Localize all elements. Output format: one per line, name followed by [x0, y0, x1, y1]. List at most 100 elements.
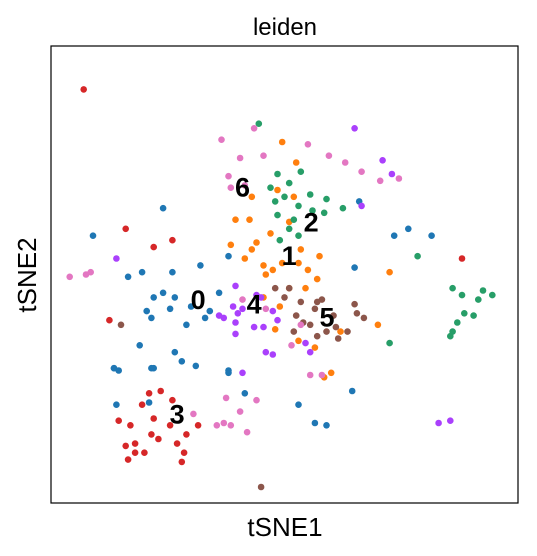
cluster-2-point: [290, 216, 298, 223]
cluster-1-point: [278, 259, 286, 267]
cluster-4-point: [351, 125, 358, 132]
cluster-labels-layer: 0 12 3 4 5 6: [170, 173, 335, 430]
cluster-5-point: [351, 300, 358, 308]
cluster-5-point: [281, 294, 288, 301]
cluster-0-point: [150, 294, 157, 301]
cluster-0-point: [201, 314, 209, 322]
cluster-0-point: [148, 314, 155, 322]
cluster-label-1: 1: [282, 241, 297, 271]
cluster-4-point: [358, 202, 365, 210]
cluster-6-point: [341, 159, 349, 166]
cluster-1-point: [276, 303, 284, 310]
y-axis-label: tSNE2: [12, 237, 42, 312]
cluster-label-5: 5: [319, 302, 334, 332]
cluster-6-point: [243, 428, 251, 436]
cluster-3-point: [122, 225, 129, 233]
cluster-5-point: [311, 305, 319, 313]
cluster-2-point: [320, 209, 328, 217]
cluster-1-point: [269, 266, 277, 274]
cluster-4-point: [239, 305, 246, 313]
cluster-4-point: [260, 323, 267, 331]
cluster-4-point: [274, 316, 281, 324]
cluster-1-point: [374, 321, 382, 329]
cluster-2-point: [414, 252, 421, 260]
cluster-5-point: [285, 284, 293, 292]
cluster-1-point: [253, 239, 260, 246]
cluster-2-point: [295, 232, 302, 239]
cluster-0-point: [171, 348, 179, 356]
cluster-0-point: [166, 305, 174, 313]
cluster-2-point: [276, 236, 284, 244]
cluster-3-point: [183, 431, 190, 438]
cluster-2-point: [274, 170, 281, 178]
cluster-2-point: [297, 168, 305, 175]
cluster-4-point: [229, 303, 237, 310]
cluster-0-point: [295, 401, 302, 409]
cluster-6-point: [218, 136, 225, 143]
cluster-5-point: [306, 321, 314, 329]
cluster-6-point: [66, 273, 73, 281]
cluster-1-point: [248, 193, 256, 201]
cluster-0-point: [215, 289, 223, 297]
cluster-1-point: [241, 255, 249, 262]
cluster-2-point: [323, 195, 330, 203]
cluster-3-point: [131, 449, 139, 457]
cluster-6-point: [318, 371, 326, 379]
cluster-0-point: [159, 289, 167, 297]
cluster-1-point: [232, 216, 239, 223]
cluster-0-point: [323, 422, 330, 429]
cluster-3-point: [106, 316, 113, 324]
cluster-0-point: [183, 321, 190, 329]
cluster-1-point: [227, 241, 235, 249]
cluster-6-point: [225, 172, 232, 180]
cluster-3-point: [169, 396, 176, 404]
cluster-1-point: [274, 186, 281, 194]
cluster-3-point: [458, 255, 466, 262]
cluster-0-point: [241, 390, 249, 397]
cluster-3-point: [145, 390, 153, 397]
cluster-0-point: [225, 369, 232, 377]
cluster-3-point: [122, 442, 129, 450]
cluster-1-point: [278, 138, 286, 146]
cluster-4-point: [215, 312, 223, 319]
cluster-3-point: [166, 422, 174, 429]
cluster-6-point: [190, 410, 197, 418]
cluster-3-point: [115, 417, 122, 425]
cluster-1-point: [313, 275, 321, 283]
cluster-3-point: [127, 422, 134, 429]
cluster-3-point: [80, 86, 87, 93]
chart-title: leiden: [253, 14, 317, 41]
cluster-2-point: [461, 310, 468, 317]
cluster-2-point: [449, 284, 456, 292]
cluster-5-point: [344, 328, 351, 335]
cluster-4-point: [388, 170, 396, 178]
data-points-layer: [66, 86, 496, 491]
cluster-2-point: [339, 204, 347, 212]
cluster-3-point: [141, 449, 148, 457]
cluster-0-point: [225, 252, 232, 260]
cluster-0-point: [89, 232, 97, 239]
cluster-5-point: [332, 323, 340, 331]
cluster-1-point: [246, 216, 253, 223]
cluster-0-point: [390, 232, 398, 239]
x-axis-label: tSNE1: [247, 512, 322, 542]
cluster-6-point: [236, 154, 244, 162]
cluster-4-point: [234, 310, 242, 317]
cluster-6-point: [87, 268, 94, 276]
cluster-5-point: [323, 328, 330, 335]
cluster-2-point: [386, 339, 393, 347]
cluster-2-point: [470, 312, 477, 319]
cluster-6-point: [395, 175, 403, 182]
cluster-1-point: [267, 230, 274, 237]
cluster-1-point: [327, 369, 335, 377]
cluster-4-point: [435, 419, 442, 427]
cluster-1-point: [311, 344, 319, 351]
cluster-6-point: [227, 422, 235, 429]
cluster-2-point: [475, 296, 482, 303]
cluster-6-point: [253, 396, 260, 404]
cluster-6-point: [262, 305, 270, 313]
cluster-6-point: [297, 321, 305, 329]
cluster-0-point: [178, 358, 186, 365]
cluster-1-point: [295, 337, 302, 345]
cluster-1-point: [290, 193, 298, 201]
